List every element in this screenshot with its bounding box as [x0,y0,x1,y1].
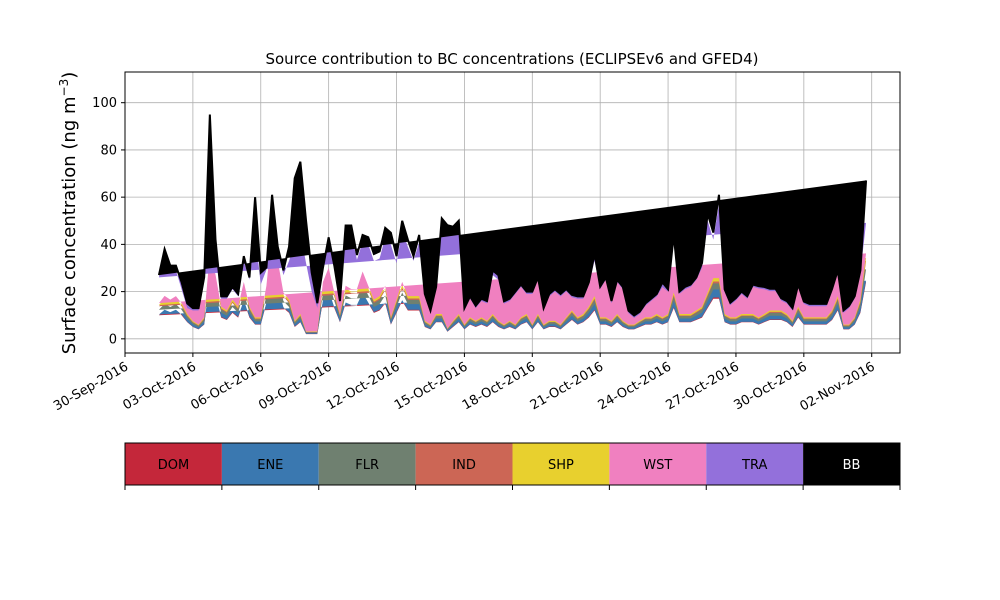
chart-title: Source contribution to BC concentrations… [265,50,758,68]
x-tick-label: 15-Oct-2016 [392,359,470,413]
y-tick-label: 80 [100,143,117,158]
x-tick-label: 30-Sep-2016 [51,359,131,414]
x-tick-label: 21-Oct-2016 [528,359,606,413]
legend-swatch-flr [318,443,416,485]
legend-swatch-ene [221,443,319,485]
legend-swatch-bb [803,443,900,485]
legend-swatch-ind [415,443,513,485]
area-bb [158,114,867,316]
legend-swatch-dom [125,443,222,485]
x-tick-label: 18-Oct-2016 [460,359,538,413]
y-tick-label: 100 [92,96,117,111]
total-outline [157,114,868,317]
legend-colorbar: DOM ENE FLR IND SHP WST TRA BB [124,442,901,490]
legend-label-dom: DOM [158,458,189,473]
x-tick-label: 27-Oct-2016 [664,359,742,413]
x-tick-label: 30-Oct-2016 [731,359,809,413]
y-tick-label: 0 [109,332,117,347]
y-tick-label: 20 [100,285,117,300]
x-tick-label: 12-Oct-2016 [324,359,402,413]
legend-label-ene: ENE [257,458,283,473]
x-tick-label: 03-Oct-2016 [120,359,198,413]
legend-swatch-tra [706,443,804,485]
legend-label-shp: SHP [548,458,574,473]
y-tick-label: 40 [100,238,117,253]
legend-label-wst: WST [643,458,672,473]
y-tick-label: 60 [100,191,117,206]
legend-swatch-shp [512,443,610,485]
x-tick-label: 24-Oct-2016 [596,359,674,413]
legend-label-ind: IND [452,458,476,473]
legend-label-bb: BB [843,458,861,473]
legend-label-flr: FLR [355,458,379,473]
y-axis-label: Surface concentration (ng m−3) [57,72,80,355]
x-tick-label: 02-Nov-2016 [797,359,877,414]
legend-swatch-wst [609,443,707,485]
x-tick-label: 06-Oct-2016 [188,359,266,413]
legend-label-tra: TRA [741,458,767,473]
x-tick-label: 09-Oct-2016 [256,359,334,413]
plot-frame [124,71,901,354]
stacked-areas [157,114,868,335]
